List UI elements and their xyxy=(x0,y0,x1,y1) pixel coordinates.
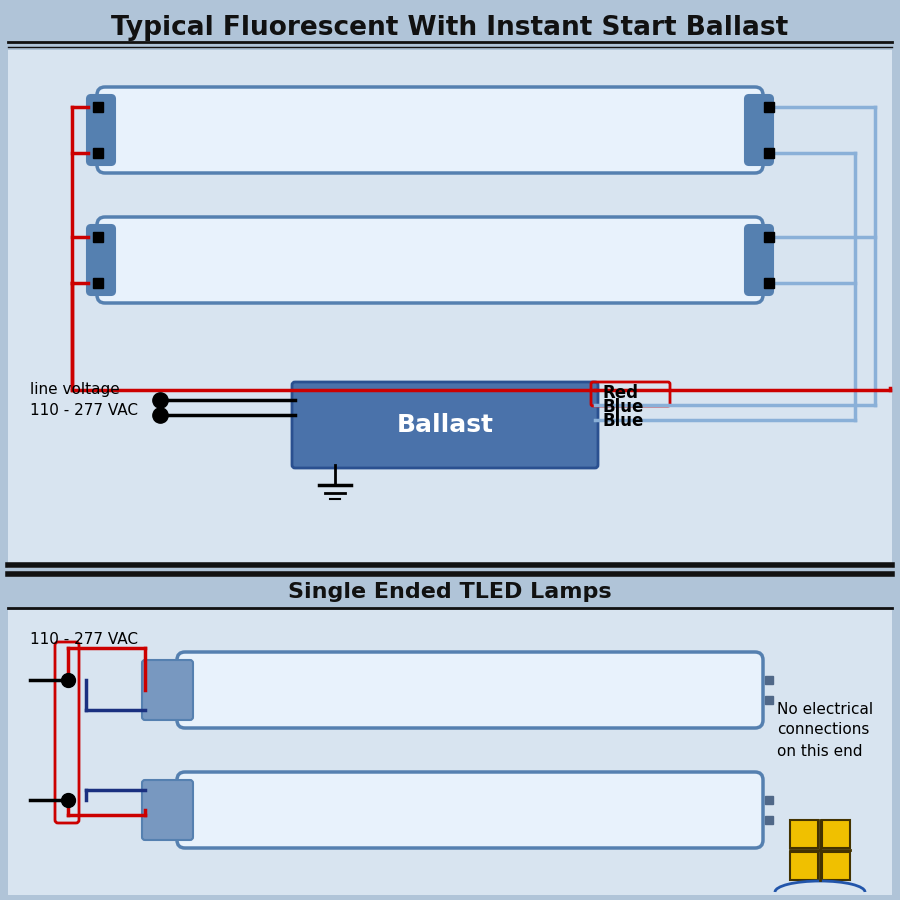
Bar xyxy=(822,820,850,848)
FancyBboxPatch shape xyxy=(87,95,115,165)
Text: Single Ended TLED Lamps: Single Ended TLED Lamps xyxy=(288,582,612,602)
Text: Blue: Blue xyxy=(603,398,644,416)
Bar xyxy=(8,610,892,895)
Text: Red: Red xyxy=(603,384,639,402)
FancyBboxPatch shape xyxy=(97,87,763,173)
FancyBboxPatch shape xyxy=(142,660,193,720)
Bar xyxy=(790,820,818,848)
FancyBboxPatch shape xyxy=(177,772,763,848)
Text: Blue: Blue xyxy=(603,412,644,430)
FancyBboxPatch shape xyxy=(142,780,193,840)
Bar xyxy=(8,50,892,568)
FancyBboxPatch shape xyxy=(97,217,763,303)
Text: No electrical
connections
on this end: No electrical connections on this end xyxy=(777,701,873,759)
Text: 110 - 277 VAC: 110 - 277 VAC xyxy=(30,633,138,647)
Text: Ballast: Ballast xyxy=(397,413,493,437)
Text: line voltage
110 - 277 VAC: line voltage 110 - 277 VAC xyxy=(30,382,138,418)
FancyBboxPatch shape xyxy=(177,652,763,728)
FancyBboxPatch shape xyxy=(745,225,773,295)
Bar xyxy=(822,852,850,880)
Text: Typical Fluorescent With Instant Start Ballast: Typical Fluorescent With Instant Start B… xyxy=(112,15,788,41)
FancyBboxPatch shape xyxy=(745,95,773,165)
Bar xyxy=(790,852,818,880)
FancyBboxPatch shape xyxy=(292,382,598,468)
FancyBboxPatch shape xyxy=(87,225,115,295)
